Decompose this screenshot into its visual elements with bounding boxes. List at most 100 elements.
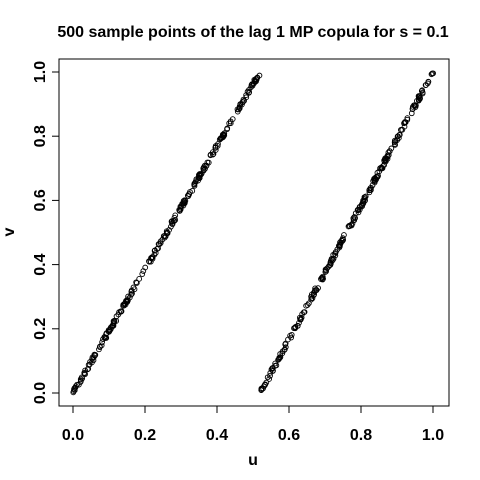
data-point bbox=[416, 93, 423, 100]
y-tick-label: 0.2 bbox=[32, 318, 49, 340]
data-point bbox=[160, 233, 167, 240]
data-point bbox=[296, 320, 302, 326]
data-point bbox=[374, 169, 381, 176]
data-point bbox=[101, 334, 108, 340]
data-point bbox=[336, 242, 343, 249]
data-point bbox=[318, 276, 324, 282]
data-point bbox=[266, 376, 273, 382]
data-point bbox=[244, 88, 251, 95]
data-point bbox=[341, 232, 347, 238]
data-point bbox=[268, 366, 275, 373]
data-point bbox=[191, 183, 198, 189]
data-point bbox=[163, 228, 170, 235]
data-point bbox=[279, 350, 286, 357]
data-point bbox=[382, 157, 389, 164]
data-point bbox=[196, 171, 203, 178]
data-point bbox=[313, 287, 320, 293]
data-point bbox=[327, 258, 334, 264]
plot-frame bbox=[58, 58, 450, 407]
data-point bbox=[350, 215, 357, 222]
x-tick-label: 0.4 bbox=[206, 427, 228, 444]
data-point bbox=[355, 206, 361, 213]
data-point bbox=[391, 137, 398, 144]
data-point bbox=[300, 309, 307, 316]
data-point bbox=[136, 276, 143, 282]
data-point bbox=[128, 291, 135, 298]
data-point bbox=[212, 145, 219, 151]
data-point bbox=[325, 263, 332, 270]
data-point bbox=[270, 368, 276, 374]
x-tick-label: 0.0 bbox=[62, 427, 84, 444]
y-axis: 0.0 0.2 0.4 0.6 0.8 1.0 bbox=[32, 61, 60, 404]
y-tick-label: 1.0 bbox=[32, 61, 49, 83]
data-point bbox=[195, 177, 201, 184]
data-point bbox=[71, 385, 78, 391]
data-point bbox=[366, 186, 373, 193]
data-point bbox=[308, 293, 314, 300]
data-point bbox=[386, 148, 393, 155]
y-tick-label: 0.4 bbox=[32, 253, 49, 275]
data-point bbox=[181, 199, 188, 206]
data-point bbox=[84, 366, 91, 373]
data-point bbox=[379, 165, 386, 172]
data-point bbox=[308, 296, 315, 303]
data-point bbox=[155, 241, 162, 248]
data-point bbox=[234, 108, 241, 115]
data-point bbox=[122, 301, 129, 308]
data-point bbox=[337, 239, 343, 246]
data-point bbox=[176, 207, 183, 214]
data-point bbox=[85, 365, 92, 372]
x-axis: 0.0 0.2 0.4 0.6 0.8 1.0 bbox=[62, 405, 444, 444]
data-point bbox=[282, 341, 289, 348]
data-point bbox=[323, 268, 329, 275]
data-point bbox=[133, 279, 139, 286]
data-point bbox=[332, 252, 339, 259]
data-point bbox=[267, 372, 273, 379]
data-point bbox=[227, 120, 234, 127]
data-point bbox=[361, 194, 368, 201]
data-point bbox=[254, 75, 260, 81]
data-point bbox=[348, 221, 355, 228]
data-point bbox=[240, 96, 247, 103]
data-point bbox=[71, 387, 78, 394]
y-tick-label: 0.8 bbox=[32, 125, 49, 147]
data-point bbox=[79, 375, 86, 382]
data-point bbox=[412, 103, 418, 109]
data-point bbox=[359, 200, 366, 207]
data-point bbox=[279, 348, 286, 355]
x-tick-label: 0.2 bbox=[134, 427, 156, 444]
data-point bbox=[126, 294, 133, 301]
data-point bbox=[392, 138, 399, 145]
data-point bbox=[243, 92, 249, 98]
data-point bbox=[217, 136, 224, 142]
data-point bbox=[186, 191, 192, 197]
chart-title: 500 sample points of the lag 1 MP copula… bbox=[57, 24, 448, 41]
data-point bbox=[110, 322, 117, 329]
data-point bbox=[169, 218, 175, 225]
data-point bbox=[346, 223, 353, 230]
data-point bbox=[218, 134, 225, 141]
data-point bbox=[106, 328, 112, 335]
data-point bbox=[430, 70, 436, 77]
data-point bbox=[399, 126, 406, 133]
data-point bbox=[82, 370, 88, 377]
data-point bbox=[262, 381, 269, 388]
data-point bbox=[394, 133, 401, 140]
data-point bbox=[292, 324, 298, 331]
data-point bbox=[195, 172, 202, 178]
data-point bbox=[248, 84, 254, 90]
data-point bbox=[419, 87, 426, 94]
data-point bbox=[392, 142, 398, 148]
data-point bbox=[297, 316, 304, 323]
data-point bbox=[178, 203, 185, 209]
y-tick-label: 0.0 bbox=[32, 382, 49, 404]
data-point bbox=[133, 280, 140, 286]
data-point bbox=[117, 308, 124, 315]
data-point bbox=[350, 217, 357, 224]
data-point bbox=[304, 302, 311, 308]
data-point bbox=[195, 175, 202, 181]
data-point bbox=[287, 332, 293, 339]
data-point bbox=[224, 125, 231, 132]
data-points bbox=[70, 70, 436, 396]
data-point bbox=[424, 80, 431, 87]
